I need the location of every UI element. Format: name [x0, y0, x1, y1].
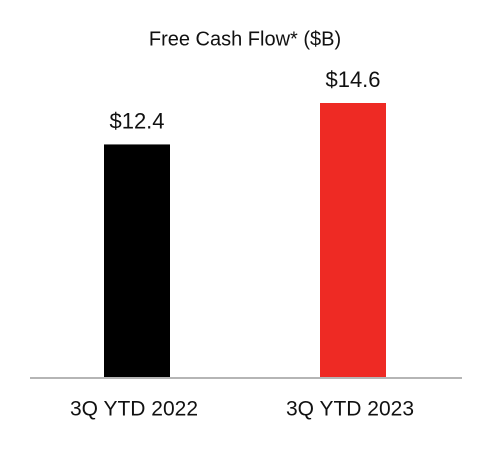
bar [104, 144, 170, 378]
value-label: $14.6 [325, 67, 380, 92]
x-tick-label: 3Q YTD 2022 [70, 398, 198, 421]
chart-title: Free Cash Flow* ($B) [149, 28, 341, 50]
bar [320, 103, 386, 378]
value-label: $12.4 [109, 108, 164, 133]
x-tick-label: 3Q YTD 2023 [286, 398, 414, 421]
